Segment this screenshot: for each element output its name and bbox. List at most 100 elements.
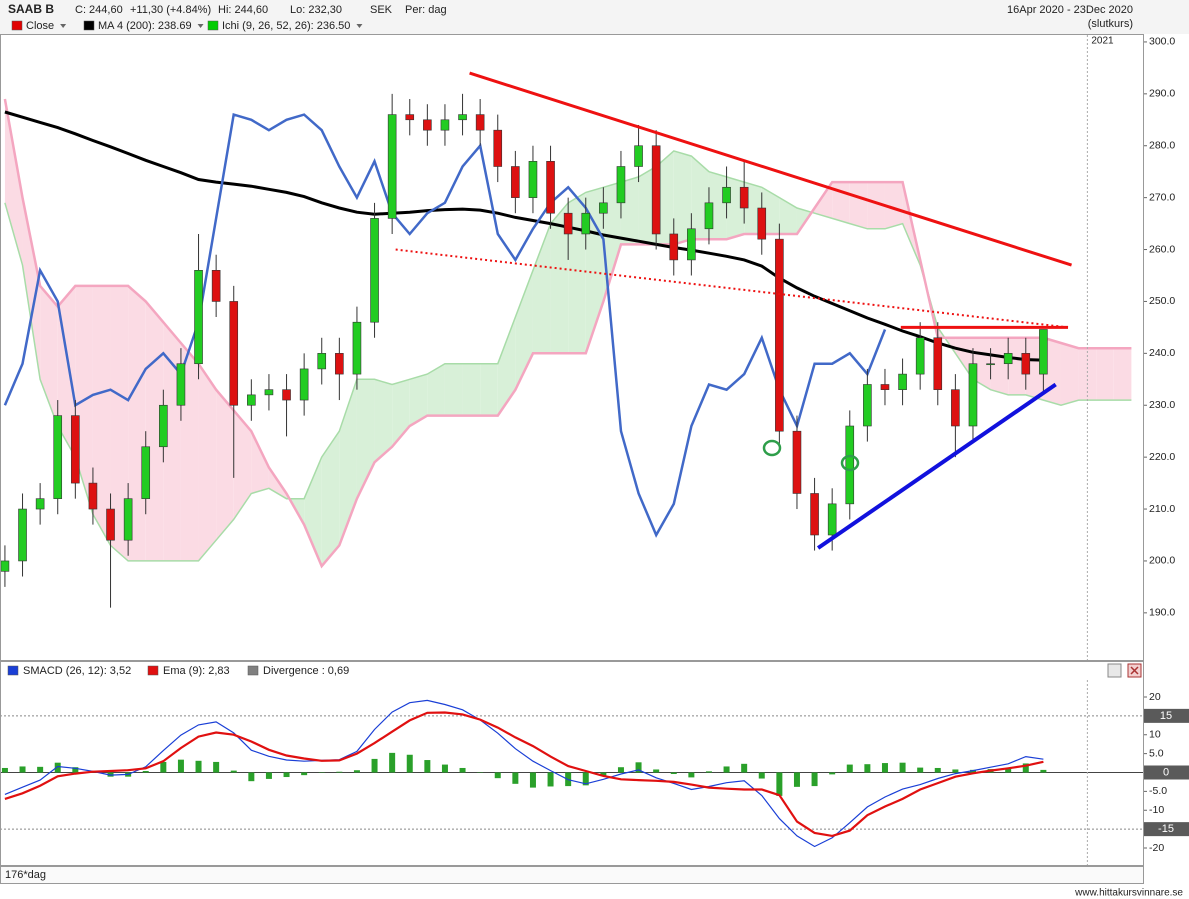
legend-label: MA 4 (200): 238.69 bbox=[98, 20, 192, 32]
cloud bbox=[744, 182, 762, 234]
divergence-bar bbox=[336, 771, 343, 773]
divergence-bar bbox=[741, 763, 748, 773]
candle-body bbox=[35, 498, 45, 510]
legend-swatch bbox=[247, 665, 259, 676]
divergence-bar bbox=[512, 772, 519, 784]
candle-body bbox=[423, 119, 432, 131]
cloud bbox=[374, 379, 393, 463]
candle-body bbox=[0, 560, 10, 572]
y-tick-label: 200.0 bbox=[1149, 555, 1175, 567]
divergence-bar bbox=[494, 772, 501, 779]
cloud bbox=[603, 182, 621, 302]
candle-body bbox=[159, 404, 168, 448]
legend-dropdown bbox=[197, 24, 204, 28]
cloud bbox=[761, 187, 780, 234]
divergence-bar bbox=[389, 752, 396, 773]
cloud bbox=[180, 342, 199, 561]
candle-body bbox=[493, 129, 503, 167]
y-tick-label: 220.0 bbox=[1149, 451, 1175, 463]
divergence-bar bbox=[1005, 767, 1012, 773]
cloud bbox=[849, 182, 868, 229]
close-value: C: 244,60 bbox=[75, 4, 123, 16]
y-tick-label: 290.0 bbox=[1149, 88, 1175, 100]
divergence-bar bbox=[811, 772, 818, 787]
divergence-bar bbox=[670, 772, 677, 775]
y-tick-label: 250.0 bbox=[1149, 295, 1175, 307]
period: Per: dag bbox=[405, 4, 447, 16]
candle-body bbox=[88, 482, 98, 510]
divergence-bar bbox=[142, 770, 149, 773]
candle-body bbox=[968, 363, 978, 427]
cloud bbox=[568, 192, 586, 354]
smacd-line bbox=[4, 699, 1044, 848]
candle-body bbox=[898, 373, 907, 390]
cloud bbox=[990, 337, 1009, 395]
candle-body bbox=[599, 202, 608, 214]
divergence-bar bbox=[37, 766, 44, 773]
price-plot bbox=[0, 71, 1132, 608]
divergence-bar bbox=[793, 772, 800, 787]
divergence-bar bbox=[600, 772, 607, 776]
candle-body bbox=[440, 119, 450, 131]
period-label: 176*dag bbox=[5, 869, 46, 881]
divergence-bar bbox=[441, 764, 448, 773]
candle-body bbox=[722, 186, 731, 204]
candle-body bbox=[863, 384, 872, 427]
highlight-circle bbox=[762, 439, 782, 457]
divergence-bar bbox=[1, 767, 8, 773]
divergence-bar bbox=[371, 758, 378, 773]
cloud bbox=[110, 285, 129, 561]
cloud bbox=[1113, 348, 1132, 401]
ema-line bbox=[4, 711, 1044, 838]
trend-line bbox=[469, 71, 1072, 267]
divergence-bar bbox=[635, 762, 642, 773]
cloud bbox=[444, 363, 463, 416]
candle-body bbox=[563, 212, 573, 235]
candle-body bbox=[475, 114, 485, 131]
cloud bbox=[708, 171, 727, 240]
candle-body bbox=[229, 301, 239, 406]
macd-frame bbox=[0, 661, 1144, 866]
close-icon bbox=[1130, 666, 1139, 675]
divergence-bar bbox=[776, 772, 783, 796]
y-tick-label: -10 bbox=[1149, 804, 1164, 816]
level-box bbox=[1144, 708, 1189, 723]
cloud bbox=[691, 156, 709, 240]
candle-body bbox=[634, 145, 643, 167]
date-range: 16Apr 2020 - 23Dec 2020 bbox=[1007, 4, 1133, 16]
cloud bbox=[4, 99, 23, 266]
y-tick-label: 5.0 bbox=[1149, 747, 1164, 759]
y-tick-label: 300.0 bbox=[1149, 36, 1175, 48]
candle-body bbox=[581, 212, 591, 235]
divergence-bar bbox=[301, 772, 308, 776]
candle-body bbox=[810, 493, 819, 536]
y-tick-label: 10 bbox=[1149, 729, 1161, 741]
legend-swatch bbox=[207, 20, 219, 31]
cloud bbox=[1096, 348, 1114, 401]
settings-button[interactable] bbox=[1107, 663, 1122, 678]
divergence-bar bbox=[653, 769, 660, 773]
candle-body bbox=[739, 186, 749, 209]
divergence-bar bbox=[195, 760, 202, 773]
cloud bbox=[251, 431, 269, 494]
cloud bbox=[216, 389, 234, 541]
cloud bbox=[198, 363, 217, 561]
candle-body bbox=[387, 114, 397, 219]
cloud bbox=[233, 410, 252, 520]
change: +11,30 (+4.84%) bbox=[130, 4, 211, 16]
candle-body bbox=[335, 353, 344, 375]
x-axis-bar bbox=[0, 866, 1144, 884]
cloud bbox=[163, 322, 181, 561]
cloud bbox=[550, 202, 569, 354]
legend-swatch bbox=[7, 665, 19, 676]
candle-body bbox=[317, 353, 327, 370]
candle-body bbox=[792, 430, 802, 494]
candle-body bbox=[299, 368, 309, 401]
cloud bbox=[656, 150, 674, 245]
lagging-line bbox=[3, 113, 887, 538]
legend-swatch bbox=[83, 20, 95, 31]
divergence-bar bbox=[406, 754, 413, 773]
level-label: -15 bbox=[1158, 823, 1174, 835]
legend-dropdown bbox=[60, 24, 67, 28]
y-tick-label: 240.0 bbox=[1149, 347, 1175, 359]
